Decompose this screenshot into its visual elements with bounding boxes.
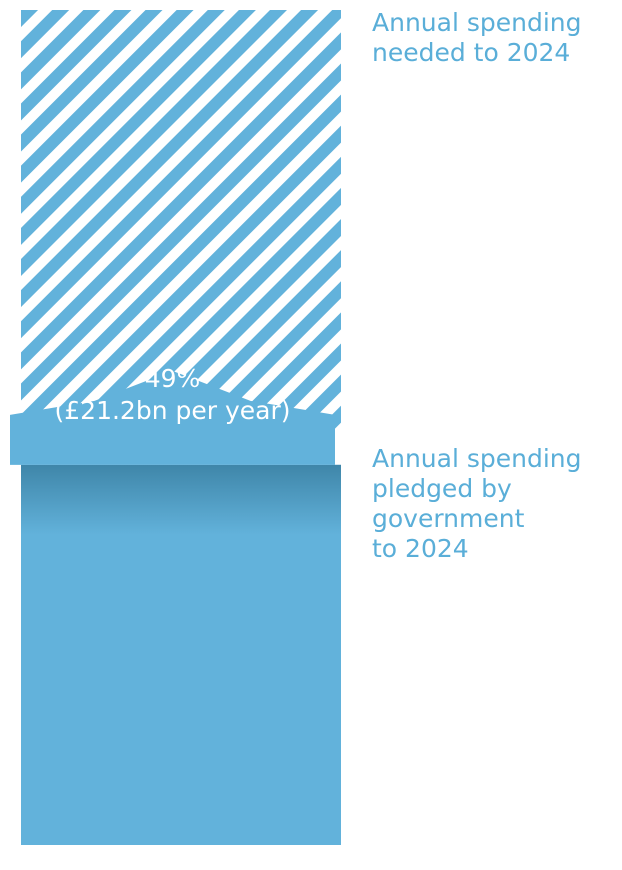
bar-pledged-shadow — [21, 464, 341, 535]
callout-badge — [10, 370, 335, 465]
label-needed-line: needed to 2024 — [372, 38, 571, 67]
label-pledged-line: government — [372, 504, 525, 533]
label-pledged-line: to 2024 — [372, 534, 469, 563]
label-pledged: Annual spending pledged by government to… — [372, 444, 617, 564]
callout-percent-label: 49% — [144, 364, 201, 393]
label-pledged-line: Annual spending — [372, 444, 582, 473]
bar-needed-hatched — [21, 10, 341, 436]
callout-amount-label: (£21.2bn per year) — [54, 396, 291, 425]
label-pledged-line: pledged by — [372, 474, 512, 503]
label-needed: Annual spending needed to 2024 — [372, 8, 617, 68]
label-needed-line: Annual spending — [372, 8, 582, 37]
